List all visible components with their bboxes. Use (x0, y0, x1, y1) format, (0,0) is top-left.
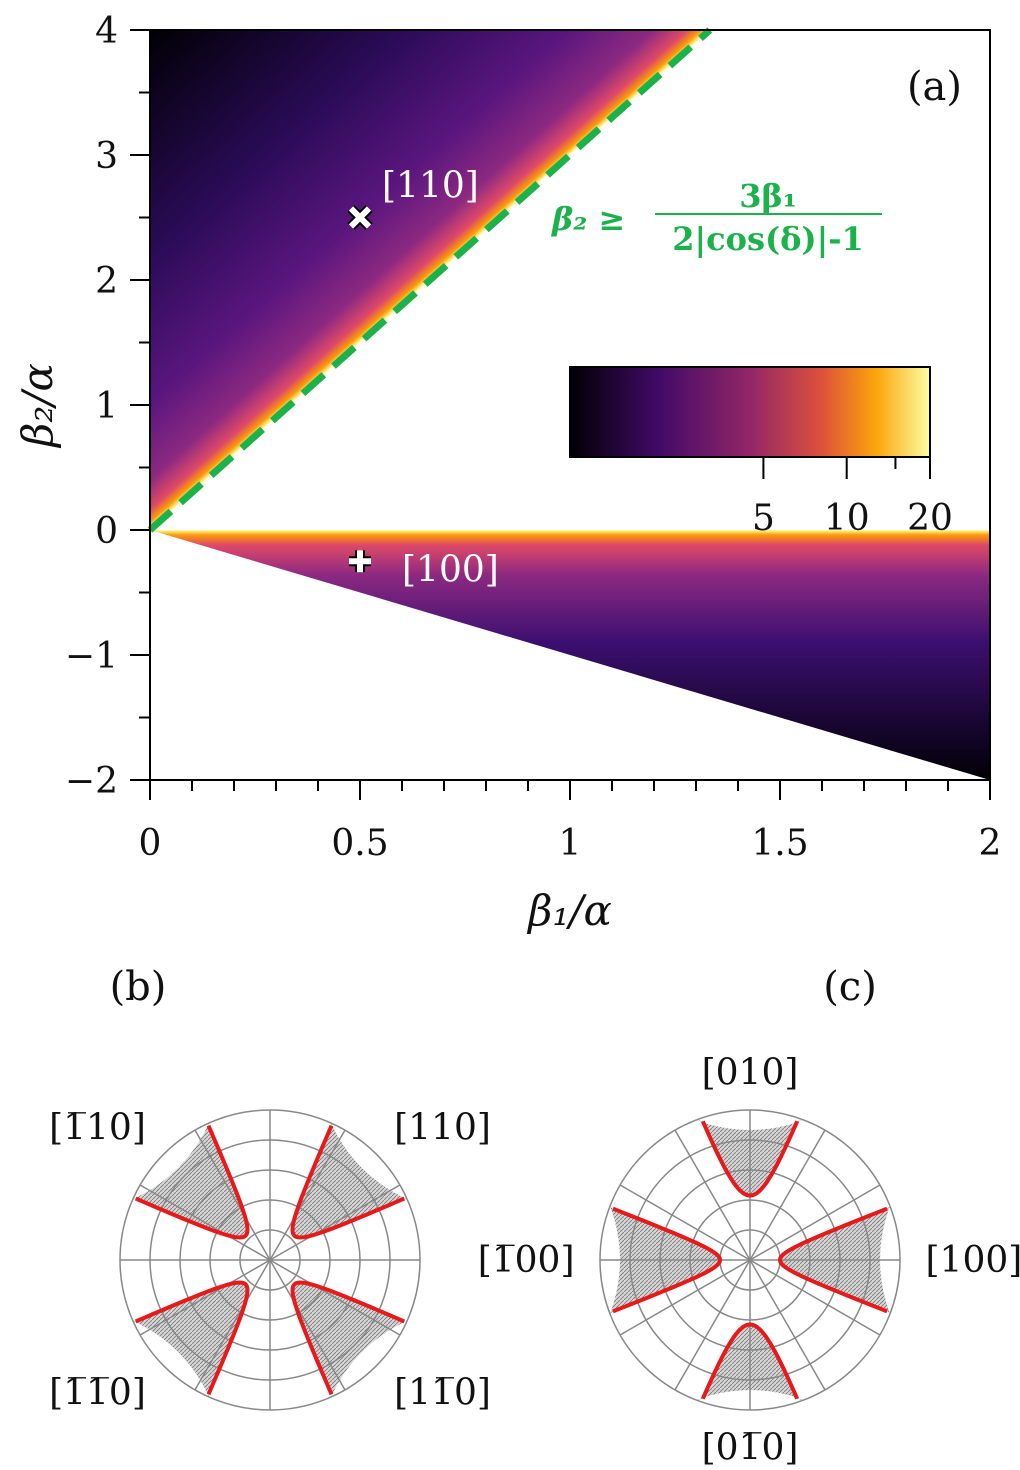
sector-boundary (701, 1120, 799, 1198)
marker-fill (349, 550, 371, 573)
marker (349, 550, 371, 573)
y-tick-label: −1 (65, 636, 118, 677)
polar-spoke (749, 1129, 826, 1261)
panel-title: (a) (907, 64, 962, 110)
x-tick-label: 0 (139, 823, 162, 864)
region (150, 530, 990, 780)
y-tick-label: −2 (65, 761, 118, 802)
colorbar-tick-label: 10 (824, 498, 870, 539)
polar-outline (599, 1109, 901, 1411)
direction-label: [100] (926, 1240, 1020, 1281)
panel-title: (c) (823, 964, 877, 1010)
polar-spoke (269, 1259, 346, 1391)
polar-spoke (749, 1259, 881, 1336)
direction-label: [01̅0] (702, 1428, 799, 1469)
equation-denominator: 2|cos(δ)|-1 (672, 220, 864, 258)
y-axis-label: β₂/α (13, 363, 62, 449)
polar-spoke (619, 1259, 751, 1336)
polar-spoke (619, 1184, 751, 1261)
sector-boundary (777, 1206, 888, 1314)
marker-label: [100] (402, 549, 499, 590)
polar-outline (119, 1109, 421, 1411)
direction-label: [1̅00] (478, 1240, 575, 1281)
direction-label: [110] (394, 1107, 491, 1148)
marker-fill (348, 206, 372, 229)
colorbar-tick-label: 5 (752, 498, 775, 539)
polar-spoke (194, 1129, 271, 1261)
polar-spoke (139, 1259, 271, 1336)
sector-boundary (134, 1280, 250, 1396)
polar-spoke (749, 1259, 826, 1391)
polar-spoke (674, 1259, 751, 1391)
panel-title: (b) (110, 964, 167, 1010)
x-tick-label: 2 (979, 823, 1002, 864)
direction-label: [11̅0] (394, 1373, 491, 1414)
polar-spoke (269, 1259, 401, 1336)
direction-label: [1̅1̅0] (49, 1373, 146, 1414)
polar-spoke (674, 1129, 751, 1261)
x-axis-label: β₁/α (526, 886, 612, 935)
direction-label: [010] (702, 1053, 799, 1094)
polar-spoke (269, 1129, 346, 1261)
x-tick-label: 1.5 (751, 823, 808, 864)
y-tick-label: 2 (95, 261, 118, 302)
x-tick-label: 0.5 (331, 823, 388, 864)
marker (347, 204, 373, 231)
polar-spoke (139, 1184, 271, 1261)
equation-numerator: 3β₁ (739, 177, 797, 215)
polar-spoke (269, 1184, 401, 1261)
sector-boundary (290, 1280, 406, 1396)
y-tick-label: 4 (95, 11, 118, 52)
equation-lhs: β₂ ≥ (551, 200, 625, 238)
sector-boundary (612, 1206, 723, 1314)
y-tick-label: 1 (95, 386, 118, 427)
marker-label: [110] (382, 166, 479, 207)
sector-boundary (134, 1124, 250, 1240)
colorbar-tick-label: 20 (907, 498, 953, 539)
polar-spoke (749, 1184, 881, 1261)
y-tick-label: 0 (95, 511, 118, 552)
sector-boundary (290, 1124, 406, 1240)
direction-label: [1̅10] (49, 1107, 146, 1148)
y-tick-label: 3 (95, 136, 118, 177)
polar-spoke (194, 1259, 271, 1391)
colorbar (569, 366, 931, 458)
boundary-line (147, 27, 713, 533)
x-tick-label: 1 (559, 823, 582, 864)
sector-boundary (701, 1322, 799, 1400)
